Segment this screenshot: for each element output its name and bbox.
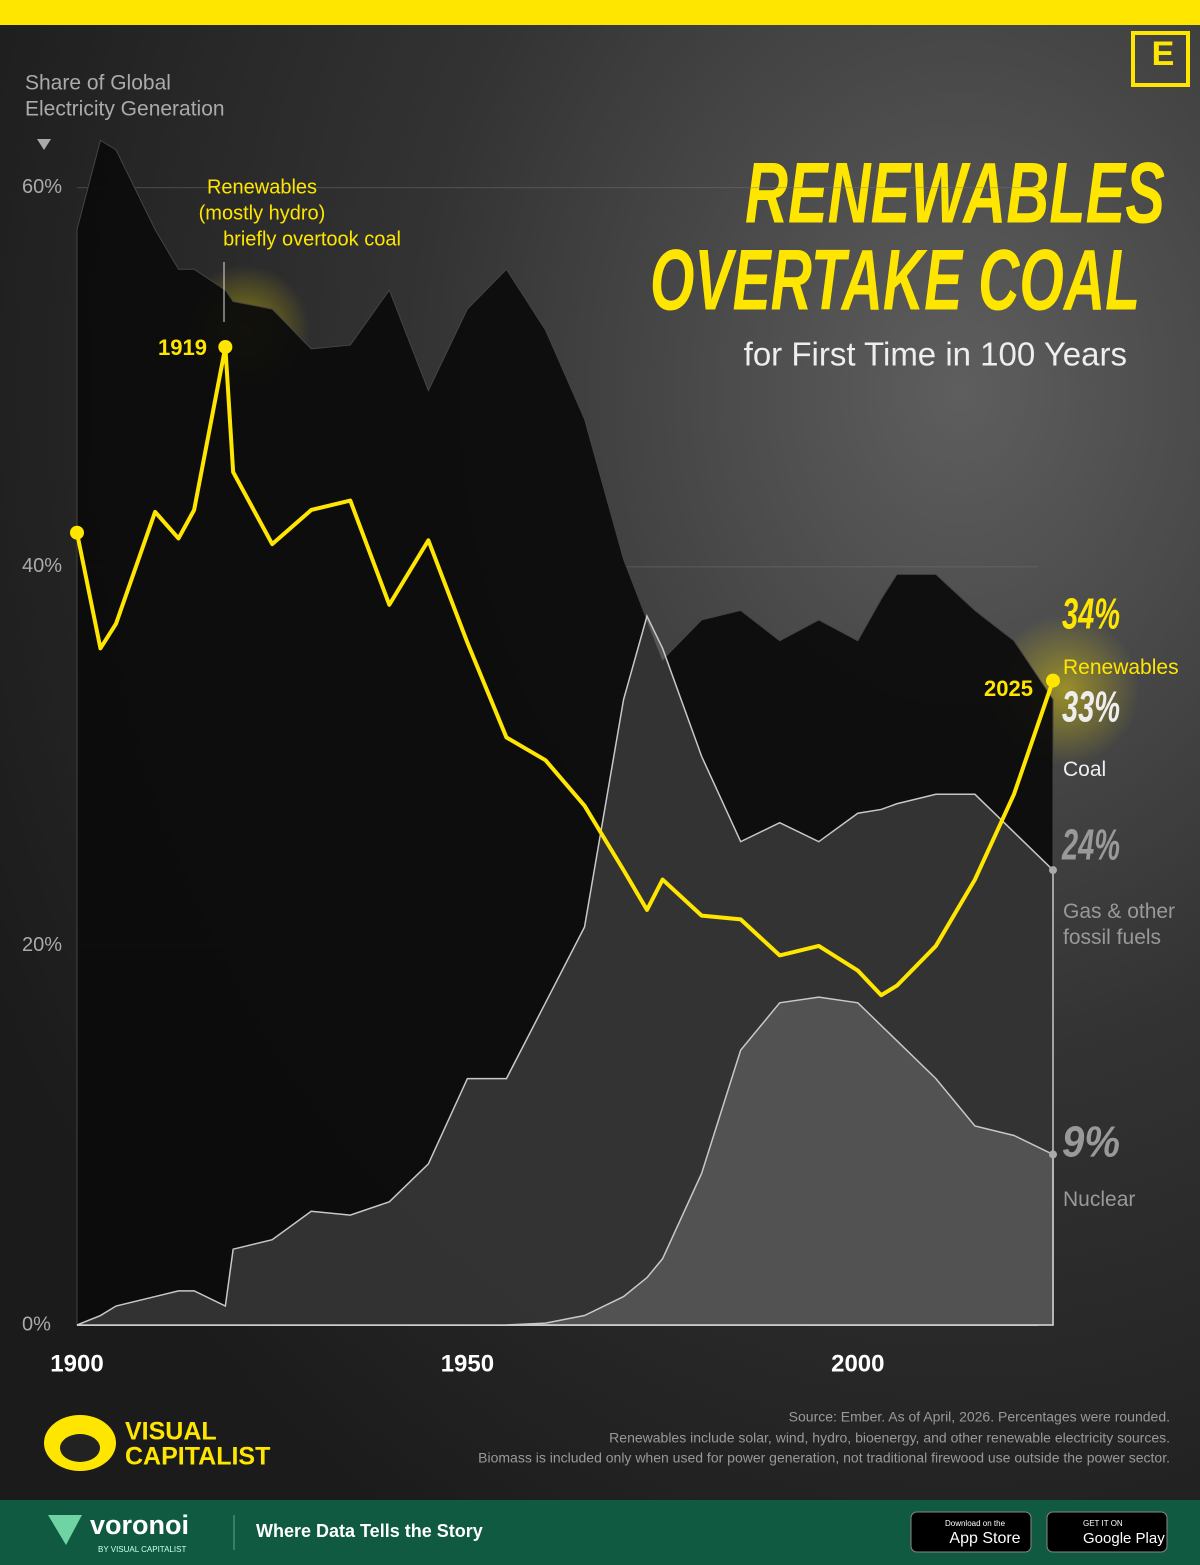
y-tick-label: 0% xyxy=(22,1313,51,1335)
year-label: 1919 xyxy=(158,335,207,360)
y-tick-label: 60% xyxy=(22,176,62,198)
chart-subtitle: for First Time in 100 Years xyxy=(744,336,1127,373)
chart-title: OVERTAKE COAL xyxy=(650,233,1140,329)
voronoi-logo xyxy=(48,1515,82,1545)
y-tick-label: 20% xyxy=(22,934,62,956)
brand-logo xyxy=(60,1434,100,1462)
annotation: briefly overtook coal xyxy=(223,228,401,250)
x-tick-label: 1900 xyxy=(50,1350,103,1377)
line xyxy=(75,344,1055,998)
chart-title: RENEWABLES xyxy=(745,146,1165,242)
top-bar xyxy=(0,0,1200,25)
area xyxy=(506,996,1054,1326)
end-marker xyxy=(1049,1150,1057,1159)
annotation: Renewables xyxy=(207,176,317,198)
app-store-text: App Store xyxy=(949,1530,1020,1547)
series-label: Coal xyxy=(1063,758,1107,781)
x-tick-label: 1950 xyxy=(441,1350,494,1377)
year-label: 2025 xyxy=(984,676,1033,701)
y-axis-label: Share of Global xyxy=(25,72,171,95)
marker xyxy=(70,525,84,540)
app-store-text: Download on the xyxy=(945,1519,1006,1528)
google-play-text: Google Play xyxy=(1083,1530,1165,1547)
marker xyxy=(1046,673,1060,688)
end-marker xyxy=(1049,866,1057,875)
axis-arrow xyxy=(37,139,51,150)
area xyxy=(76,139,1054,1326)
logo-box xyxy=(1131,31,1190,87)
marker xyxy=(218,339,233,354)
y-tick-label: 40% xyxy=(22,555,62,577)
area xyxy=(76,614,1054,1326)
y-axis-label: Electricity Generation xyxy=(25,98,225,121)
footer-brand: voronoi xyxy=(90,1510,189,1540)
series-label: Gas & other fossil fuels xyxy=(1063,900,1176,949)
series-label: Nuclear xyxy=(1063,1188,1136,1211)
end-value-label: 9% xyxy=(1062,1118,1120,1167)
app-store-button[interactable] xyxy=(910,1511,1032,1553)
end-value-label: 34% xyxy=(1062,590,1120,639)
x-tick-label: 2000 xyxy=(831,1350,884,1377)
annotation: (mostly hydro) xyxy=(199,202,326,224)
google-play-text: GET IT ON xyxy=(1083,1519,1123,1528)
source-note: Renewables include solar, wind, hydro, b… xyxy=(609,1430,1170,1446)
brand-name: CAPITALIST xyxy=(125,1443,270,1471)
tagline: Where Data Tells the Story xyxy=(256,1521,483,1541)
series-label: Renewables xyxy=(1063,656,1179,679)
source-note: Biomass is included only when used for p… xyxy=(478,1450,1170,1466)
google-play-button[interactable] xyxy=(1046,1511,1168,1553)
footer-sub: BY VISUAL CAPITALIST xyxy=(98,1545,186,1554)
brand-name: VISUAL xyxy=(125,1418,217,1446)
logo-letter: E xyxy=(1152,35,1175,73)
end-value-label: 33% xyxy=(1062,683,1120,732)
source-note: Source: Ember. As of April, 2026. Percen… xyxy=(789,1409,1170,1425)
end-value-label: 24% xyxy=(1061,821,1120,870)
